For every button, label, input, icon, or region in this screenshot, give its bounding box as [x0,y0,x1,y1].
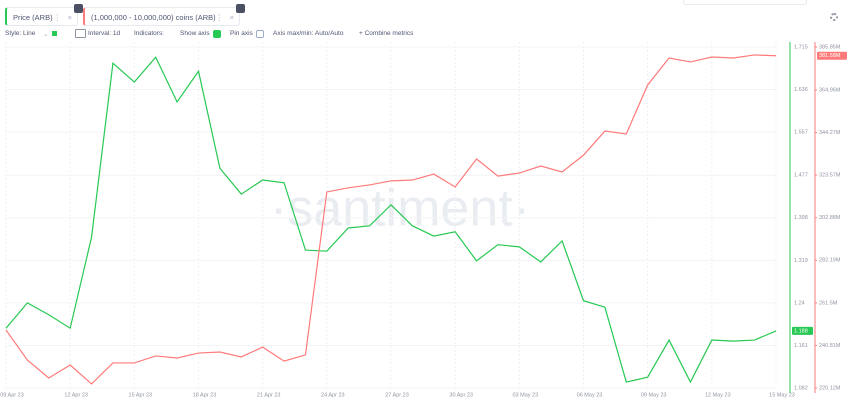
series-line [5,54,777,385]
x-tick-label: 03 May 23 [512,392,538,398]
tab-label: (1,000,000 - 10,000,000) coins (ARB) [91,13,216,22]
y-tick-label: 1.715 [794,44,808,50]
close-icon[interactable]: × [67,13,72,22]
x-tick-label: 21 Apr 23 [257,392,281,398]
x-tick-label: 09 Apr 23 [0,392,24,398]
interval-select[interactable]: Interval: 1d [88,30,121,37]
x-tick-label: 18 Apr 23 [193,392,217,398]
series-line [5,56,777,384]
y-tick-label: 1.319 [794,258,808,264]
y-tick-label: 1.161 [794,343,808,349]
tab-label: Price (ARB) [13,13,53,22]
y2-tick-label: 302.88M [819,215,841,221]
close-icon[interactable]: × [229,13,234,22]
x-tick-label: 09 May 23 [641,392,667,398]
x-tick-label: 15 May 23 [769,392,795,398]
pin-axis-checkbox[interactable] [256,30,264,38]
y2-tick-label: 385.85M [819,44,841,50]
y2-tick-label: 323.57M [819,173,841,179]
settings-icon[interactable] [830,13,838,21]
y-tick-label: 1.636 [794,87,808,93]
calendar-icon [75,29,86,38]
y2-tick-label: 364.96M [819,87,841,93]
x-tick-label: 06 May 23 [577,392,603,398]
search-box[interactable] [683,0,807,5]
x-tick-label: 12 Apr 23 [64,392,88,398]
chevron: ⌄ [43,31,49,38]
pin-icon[interactable] [236,4,245,13]
x-tick-label: 30 Apr 23 [449,392,473,398]
y2-tick-label: 282.19M [819,258,841,264]
combine-metrics-button[interactable]: + Combine metrics [359,30,414,37]
last-value-label: 1.188 [794,328,808,334]
show-axis-checkbox[interactable] [213,30,221,38]
y2-tick-label: 240.81M [819,343,841,349]
menu-icon[interactable]: ⋮ [53,13,62,22]
y-tick-label: 1.24 [794,300,805,306]
y-tick-label: 1.557 [794,130,808,136]
y-tick-label: 1.082 [794,385,808,391]
y2-tick-label: 220.12M [819,385,841,391]
color-swatch[interactable] [52,31,57,36]
show-axis-label: Show axis [180,30,210,37]
x-tick-label: 12 May 23 [705,392,731,398]
metric-tab[interactable]: (1,000,000 - 10,000,000) coins (ARB) ⋮ × [83,7,240,26]
y-tick-label: 1.398 [794,215,808,221]
last-value-badge [792,326,813,335]
pin-icon[interactable] [74,4,83,13]
pin-axis-label: Pin axis [230,30,253,37]
menu-icon[interactable]: ⋮ [215,13,224,22]
y2-tick-label: 344.27M [819,130,841,136]
last-value-badge [817,51,847,60]
metric-tab[interactable]: Price (ARB) ⋮ × [5,7,78,26]
last-value-label: 381.58M [819,53,841,59]
x-tick-label: 24 Apr 23 [321,392,345,398]
y2-tick-label: 261.5M [819,300,838,306]
y-tick-label: 1.477 [794,173,808,179]
x-tick-label: 15 Apr 23 [129,392,153,398]
axis-minmax-select[interactable]: Axis max/min: Auto/Auto [273,30,344,37]
watermark: ·santiment· [270,180,530,238]
combine-label: Combine metrics [364,30,414,37]
style-select[interactable]: Style: Line [5,30,36,37]
x-tick-label: 27 Apr 23 [385,392,409,398]
indicators-select[interactable]: Indicators: [134,30,164,37]
